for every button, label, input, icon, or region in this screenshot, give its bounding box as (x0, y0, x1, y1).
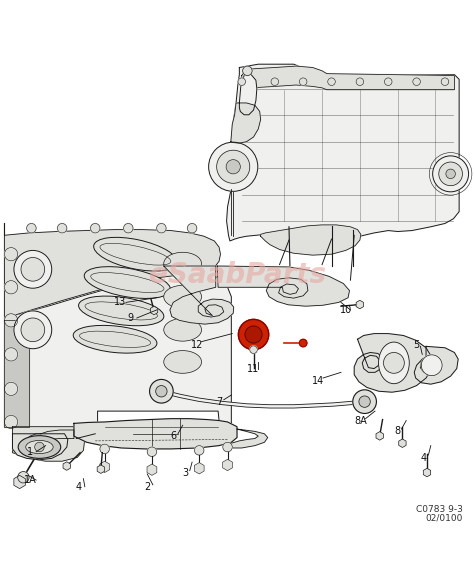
Circle shape (446, 169, 456, 179)
Circle shape (4, 281, 18, 294)
Text: 8A: 8A (355, 416, 367, 426)
Circle shape (439, 162, 463, 186)
Text: 2: 2 (144, 482, 150, 492)
Text: 10: 10 (339, 305, 352, 315)
Circle shape (27, 224, 36, 233)
Circle shape (441, 78, 449, 85)
Polygon shape (231, 103, 261, 143)
Polygon shape (164, 266, 234, 324)
Ellipse shape (26, 440, 53, 454)
Circle shape (353, 390, 376, 413)
Ellipse shape (73, 325, 157, 353)
Circle shape (238, 319, 269, 350)
Text: 12: 12 (191, 340, 203, 350)
Circle shape (91, 224, 100, 233)
Text: 3: 3 (182, 468, 188, 478)
Circle shape (156, 224, 166, 233)
Ellipse shape (94, 237, 177, 271)
Text: 6: 6 (170, 431, 176, 441)
Circle shape (300, 339, 307, 347)
Ellipse shape (164, 252, 201, 275)
Circle shape (150, 380, 173, 403)
Polygon shape (227, 64, 459, 241)
Circle shape (21, 318, 45, 342)
Circle shape (14, 251, 52, 288)
Circle shape (4, 248, 18, 261)
Circle shape (194, 446, 204, 455)
Text: 14: 14 (312, 376, 324, 386)
Text: eSaabParts: eSaabParts (148, 262, 326, 290)
Polygon shape (74, 419, 237, 449)
Circle shape (238, 78, 246, 85)
Text: 5: 5 (413, 340, 419, 350)
Circle shape (384, 78, 392, 85)
Circle shape (209, 142, 258, 192)
Text: 4: 4 (76, 482, 82, 492)
Polygon shape (242, 66, 455, 90)
Circle shape (328, 78, 335, 85)
Polygon shape (354, 333, 432, 392)
Circle shape (147, 447, 156, 457)
Text: 7: 7 (216, 397, 222, 406)
Circle shape (433, 156, 469, 192)
Polygon shape (27, 430, 74, 444)
Circle shape (35, 442, 44, 452)
Ellipse shape (79, 296, 164, 326)
Polygon shape (261, 225, 361, 255)
Text: 11: 11 (247, 364, 260, 374)
Polygon shape (12, 434, 68, 460)
Text: C0783 9-3: C0783 9-3 (416, 505, 463, 514)
Polygon shape (4, 321, 29, 427)
Circle shape (223, 442, 232, 452)
Circle shape (156, 385, 167, 397)
Polygon shape (414, 346, 458, 384)
Circle shape (4, 383, 18, 395)
Circle shape (187, 224, 197, 233)
Circle shape (124, 224, 133, 233)
Ellipse shape (379, 342, 409, 384)
Circle shape (356, 78, 364, 85)
Ellipse shape (164, 350, 201, 373)
Circle shape (271, 78, 279, 85)
Text: 4: 4 (420, 453, 427, 463)
Text: 1A: 1A (24, 475, 36, 485)
Circle shape (100, 444, 109, 454)
Circle shape (421, 355, 442, 376)
Polygon shape (4, 224, 231, 453)
Circle shape (245, 326, 262, 343)
Circle shape (250, 346, 257, 353)
Polygon shape (231, 429, 268, 448)
Circle shape (300, 78, 307, 85)
Circle shape (18, 472, 29, 483)
Text: 8: 8 (395, 426, 401, 436)
Circle shape (217, 150, 250, 183)
Circle shape (4, 415, 18, 429)
Polygon shape (4, 224, 220, 318)
Polygon shape (217, 266, 349, 306)
Circle shape (4, 347, 18, 361)
Text: 1: 1 (27, 447, 33, 457)
Circle shape (21, 258, 45, 281)
Ellipse shape (84, 267, 171, 298)
Ellipse shape (18, 436, 61, 458)
Text: 9: 9 (128, 313, 134, 323)
Text: 02/0100: 02/0100 (426, 513, 463, 523)
Circle shape (57, 224, 67, 233)
Circle shape (359, 396, 370, 407)
Circle shape (226, 159, 240, 174)
Circle shape (243, 66, 252, 75)
Text: 13: 13 (114, 297, 126, 307)
Ellipse shape (164, 286, 201, 308)
Polygon shape (12, 427, 85, 461)
Ellipse shape (164, 318, 201, 341)
Polygon shape (239, 72, 257, 115)
Circle shape (4, 314, 18, 327)
Circle shape (383, 353, 404, 373)
Circle shape (14, 311, 52, 349)
Circle shape (413, 78, 420, 85)
